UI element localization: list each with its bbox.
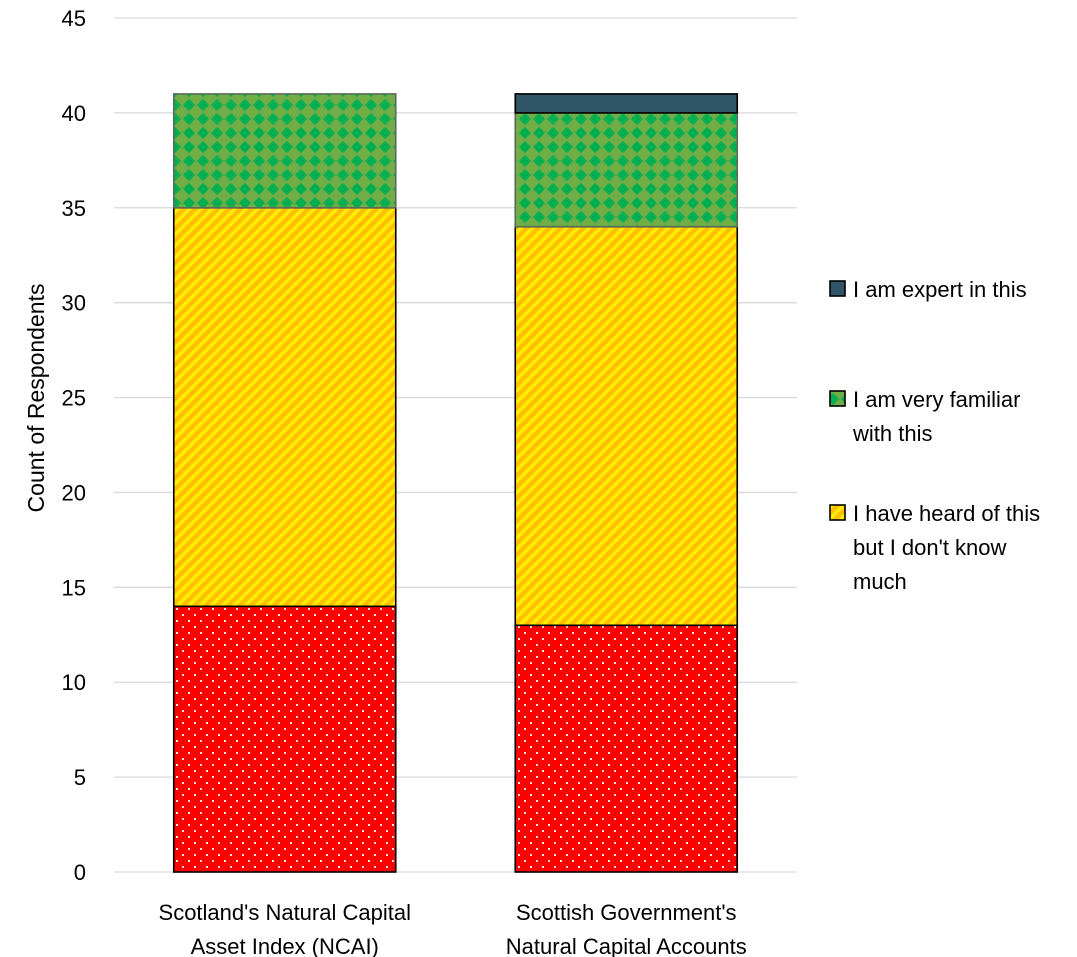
legend-label: much [853,569,907,594]
bar-segment [514,624,739,873]
y-tick-label: 10 [62,670,86,695]
x-tick-label: Scotland's Natural Capital [159,900,411,925]
legend-label: I have heard of this [853,501,1040,526]
bar-segment [514,225,739,627]
x-tick-label: Asset Index (NCAI) [191,934,379,957]
legend-swatch [829,504,846,521]
legend-item: I have heard of this but I don't know much [829,501,1040,594]
y-tick-label: 40 [62,101,86,126]
bar-segment [514,93,739,114]
legend-label: with this [852,421,932,446]
x-tick-label: Scottish Government's [516,900,737,925]
y-axis-ticks: 0 5 10 15 20 25 30 35 40 45 [62,6,86,885]
bar-segment [514,112,739,228]
legend-swatch [829,390,846,407]
legend-label: I am expert in this [853,277,1027,302]
legend: I am expert in this I am very familiar wit… [829,277,1040,594]
legend-item: I am expert in this [829,277,1027,302]
y-tick-label: 5 [74,765,86,790]
legend-swatch [829,280,846,297]
bar-segment [172,605,397,873]
y-tick-label: 25 [62,386,86,411]
y-tick-label: 15 [62,575,86,600]
bar-segment [172,206,397,608]
bars [172,93,739,873]
x-tick-label: Natural Capital Accounts [506,934,747,957]
y-tick-label: 35 [62,196,86,221]
y-tick-label: 0 [74,860,86,885]
y-axis-label: Count of Respondents [23,284,49,513]
y-tick-label: 30 [62,291,86,316]
x-axis-labels: Scotland's Natural Capital Asset Index (N… [159,900,747,957]
legend-label: I am very familiar [853,387,1020,412]
y-tick-label: 45 [62,6,86,31]
y-tick-label: 20 [62,480,86,505]
legend-label: but I don't know [853,535,1007,560]
bar-segment [172,93,397,209]
legend-item: I am very familiar with this [829,387,1020,446]
